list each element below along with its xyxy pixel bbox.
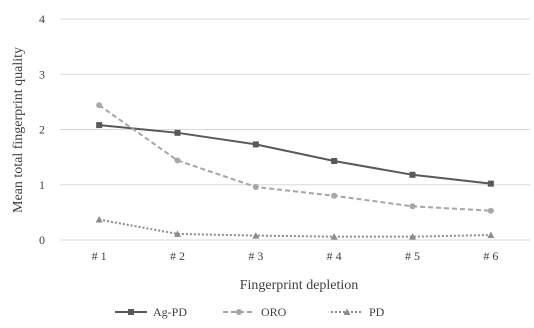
data-point-oro <box>487 207 494 214</box>
data-point-pd <box>487 231 495 239</box>
data-point-pd <box>409 233 416 240</box>
legend-label-pd: PD <box>369 305 385 319</box>
x-axis-title: Fingerprint depletion <box>240 278 359 293</box>
x-tick-label: # 6 <box>483 249 498 263</box>
series-ag-pd <box>96 122 494 187</box>
legend-marker-ag-pd <box>128 309 134 315</box>
data-point-oro <box>409 203 416 210</box>
data-point-oro <box>174 157 181 164</box>
data-point-ag-pd <box>331 157 338 164</box>
legend-label-oro: ORO <box>261 305 287 319</box>
y-tick-label: 1 <box>39 178 45 192</box>
series-line-pd <box>98 218 491 238</box>
gridlines <box>60 18 530 241</box>
x-axis-ticks: # 1 # 2 # 3 # 4 # 5 # 6 <box>92 249 499 263</box>
data-point-ag-pd <box>96 122 103 129</box>
x-tick-label: # 5 <box>405 249 420 263</box>
legend: Ag-PD ORO PD <box>115 305 385 319</box>
y-tick-label: 2 <box>39 123 45 137</box>
data-point-pd <box>95 216 103 223</box>
legend-label-ag-pd: Ag-PD <box>153 305 187 319</box>
data-series <box>95 102 495 240</box>
y-tick-label: 4 <box>39 12 45 26</box>
series-oro <box>96 102 494 214</box>
data-point-oro <box>96 102 103 109</box>
x-tick-label: # 1 <box>92 249 107 263</box>
y-axis-title: Mean total fingerprint quality <box>11 47 26 213</box>
y-axis-ticks: 0 1 2 3 4 <box>39 12 45 247</box>
data-point-pd <box>330 233 338 240</box>
data-point-ag-pd <box>252 141 259 148</box>
data-point-ag-pd <box>174 129 181 136</box>
legend-item-oro: ORO <box>223 305 287 319</box>
data-point-pd <box>174 230 181 237</box>
x-tick-label: # 4 <box>327 249 342 263</box>
series-line-oro <box>98 104 491 212</box>
x-tick-label: # 2 <box>170 249 185 263</box>
legend-marker-oro <box>236 309 242 315</box>
legend-item-pd: PD <box>331 305 385 319</box>
series-line-ag-pd <box>99 124 491 185</box>
data-point-ag-pd <box>409 171 416 178</box>
series-pd <box>95 216 495 240</box>
data-point-oro <box>331 192 338 199</box>
x-tick-label: # 3 <box>248 249 263 263</box>
data-point-ag-pd <box>487 180 494 187</box>
y-tick-label: 3 <box>39 67 45 81</box>
data-point-oro <box>252 183 259 190</box>
data-point-pd <box>252 232 260 239</box>
legend-marker-pd <box>343 308 351 315</box>
legend-item-ag-pd: Ag-PD <box>115 305 187 319</box>
y-tick-label: 0 <box>39 233 45 247</box>
